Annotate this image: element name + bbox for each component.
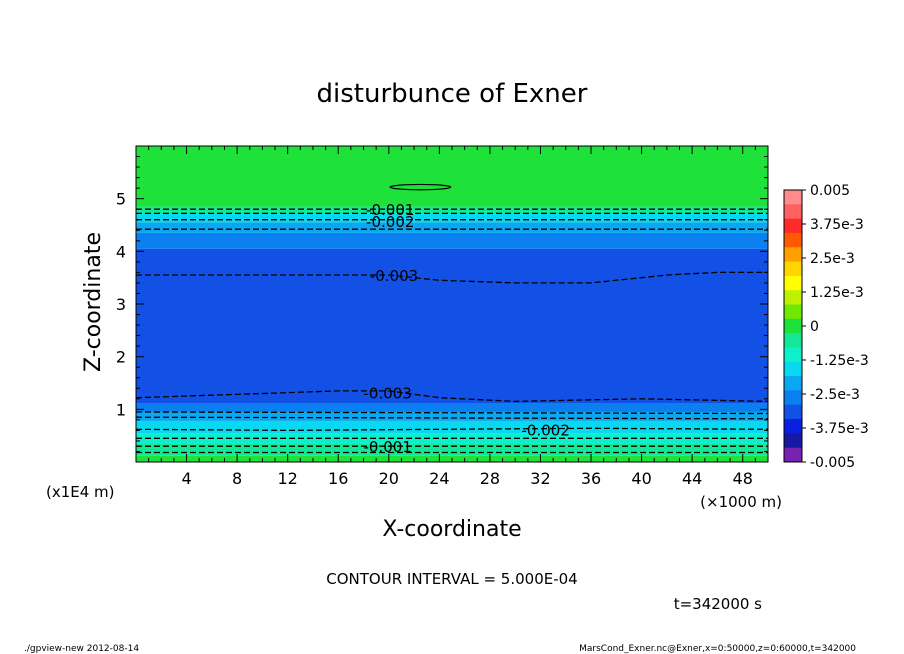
colorbar [783,189,803,463]
colorbar-label-5: -1.25e-3 [810,353,869,369]
colorbar-cell-3 [784,232,802,248]
colorbar-label-1: 3.75e-3 [810,217,864,233]
colorbar-cell-10 [784,333,802,348]
contour-label-3: -0.001 [364,438,412,456]
colorbar-cell-16 [784,419,802,434]
fill-layer-3 [136,420,768,434]
x-tick-label-9: 40 [631,469,651,488]
footer-right: MarsCond_Exner.nc@Exner,x=0:50000,z=0:60… [579,644,856,654]
colorbar-label-6: -2.5e-3 [810,387,860,403]
x-tick-label-10: 44 [682,469,702,488]
x-tick-label-4: 20 [379,469,399,488]
colorbar-cell-5 [784,261,802,277]
colorbar-cell-7 [784,290,802,306]
fill-layer-7 [136,232,768,249]
contour-line-0 [136,271,768,284]
colorbar-cell-8 [784,304,802,320]
x-tick-label-2: 12 [278,469,298,488]
fill-layer-9 [136,213,768,223]
colorbar-cell-9 [784,318,802,334]
colorbar-cell-0 [784,190,802,205]
time-text: t=342000 s [674,595,762,613]
plot-fill-layers [136,146,768,462]
fill-layer-11 [136,146,768,207]
colorbar-cell-14 [784,390,802,406]
colorbar-cell-13 [784,376,802,391]
contour-ellipse [389,183,452,191]
contour-label-4: -0.001 [366,201,414,219]
y-tick-label-4: 5 [116,190,126,209]
y-axis-label: Z-coordinate [81,232,106,372]
y-tick-label-1: 2 [116,348,126,367]
fill-layer-8 [136,222,768,233]
x-tick-label-1: 8 [232,469,242,488]
contour-label-1: -0.003 [364,384,412,402]
x-tick-label-8: 36 [581,469,601,488]
colorbar-cell-15 [784,404,802,420]
x-axis-label: X-coordinate [382,517,521,542]
contour-lines [135,183,769,454]
fill-layer-10 [136,206,768,214]
contour-labels: -0.003-0.003-0.002-0.001-0.001-0.002 [364,201,570,456]
contour-line-10 [135,416,769,420]
contour-line-11 [135,411,769,415]
x-tick-label-7: 32 [530,469,550,488]
colorbar-cell-4 [784,247,802,263]
x-tick-label-3: 16 [328,469,348,488]
colorbar-label-7: -3.75e-3 [810,421,869,437]
colorbar-labels: 0.005 3.75e-3 2.5e-3 1.25e-3 0 -1.25e-3 -2.5e-… [802,183,869,471]
colorbar-cell-17 [784,433,802,449]
fill-layer-4 [136,411,768,421]
fill-layer-1 [136,443,768,456]
y-tick-label-0: 1 [116,400,126,419]
colorbar-label-4: 0 [810,319,819,335]
x-tick-label-0: 4 [181,469,191,488]
contour-label-0: -0.003 [370,267,418,285]
x-axis-unit: (×1000 m) [700,493,782,511]
chart-title: disturbunce of Exner [317,79,588,109]
colorbar-label-8: -0.005 [810,455,855,471]
colorbar-cell-18 [784,447,802,463]
contour-line-2 [135,427,769,432]
fill-layer-5 [136,403,768,412]
x-tick-label-11: 48 [733,469,753,488]
contour-label-2: -0.002 [522,421,570,439]
contour-interval-text: CONTOUR INTERVAL = 5.000E-04 [326,570,577,588]
colorbar-cell-11 [784,347,802,363]
contour-line-1 [135,390,769,403]
colorbar-label-0: 0.005 [810,183,850,199]
colorbar-label-3: 1.25e-3 [810,285,864,301]
colorbar-cell-6 [784,275,802,291]
y-axis: 1 2 3 4 5 [116,156,768,452]
colorbar-cell-2 [784,218,802,234]
contour-label-5: -0.002 [366,213,414,231]
colorbar-cell-12 [784,361,802,377]
x-tick-label-6: 28 [480,469,500,488]
footer-left: ./gpview-new 2012-08-14 [24,644,139,654]
fill-layer-6 [136,248,768,404]
y-tick-label-3: 4 [116,242,126,261]
colorbar-label-2: 2.5e-3 [810,251,855,267]
colorbar-cell-1 [784,204,802,220]
x-tick-label-5: 24 [429,469,449,488]
y-axis-unit: (x1E4 m) [46,483,115,501]
y-tick-label-2: 3 [116,295,126,314]
x-axis: 4 8 12 16 20 24 28 32 36 40 44 48 [148,146,756,488]
